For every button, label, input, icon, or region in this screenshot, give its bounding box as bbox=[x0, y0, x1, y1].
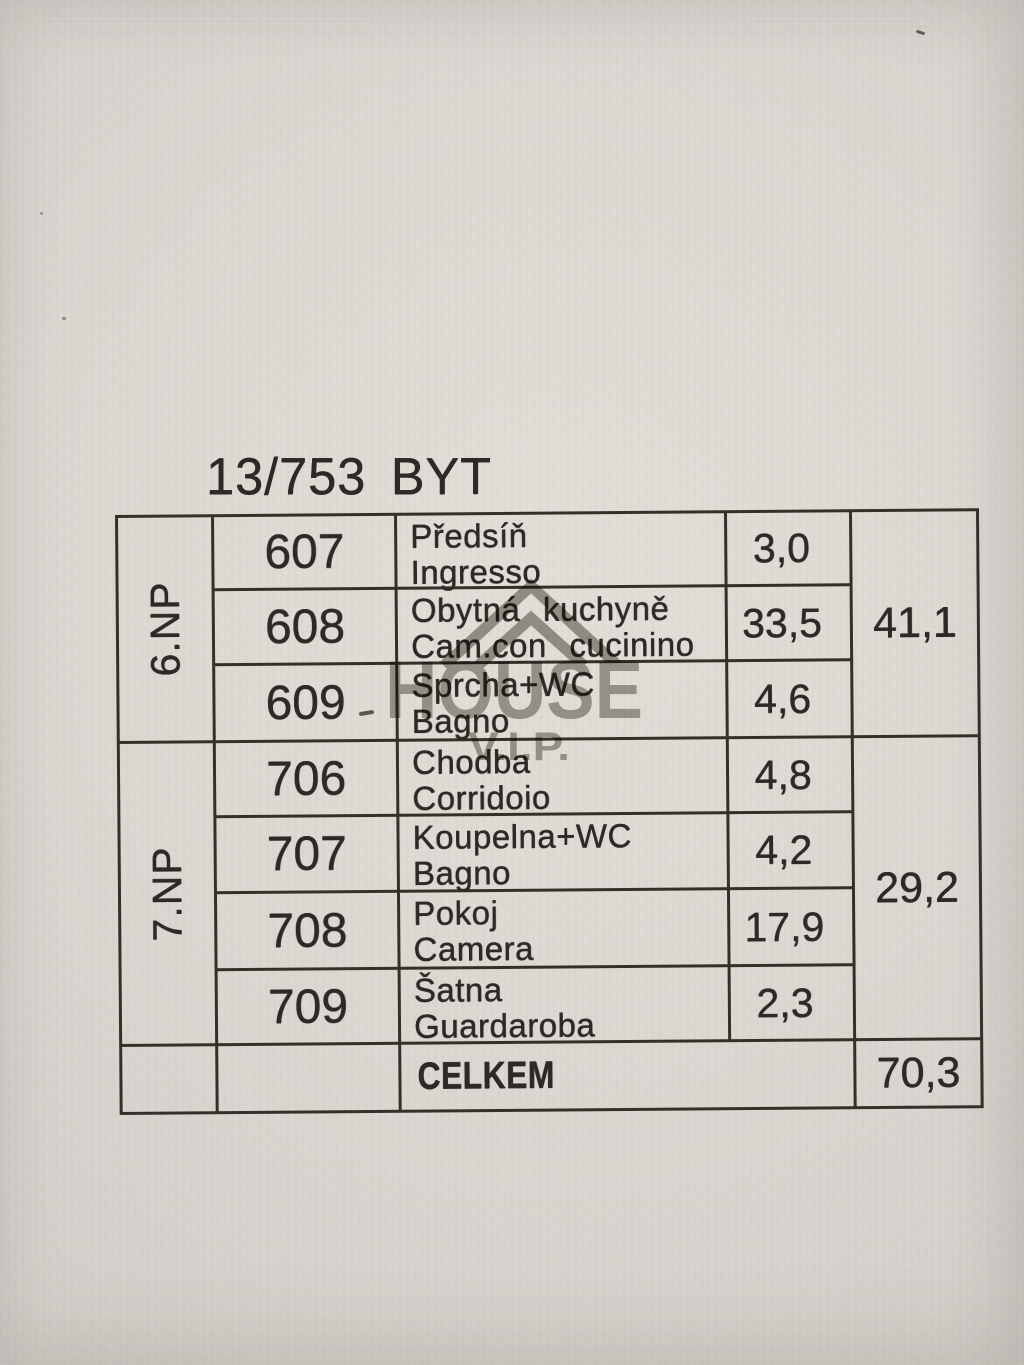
room-name-it: Cam.con cucinino bbox=[410, 625, 695, 665]
room-number-cell: 707 bbox=[216, 816, 400, 895]
room-name-cell: Sprcha+WC Bagno bbox=[398, 662, 729, 742]
area-value: 4,2 bbox=[754, 826, 813, 873]
room-name-cell: Pokoj Camera bbox=[399, 890, 731, 970]
summary-spacer-floor bbox=[122, 1046, 219, 1112]
area-cell: 4,6 bbox=[728, 661, 854, 740]
ink-speck bbox=[915, 29, 926, 36]
room-number-cell: 607 bbox=[214, 515, 398, 592]
room-number-cell: 608 bbox=[214, 589, 399, 667]
area-cell: 33,5 bbox=[727, 586, 854, 663]
area-cell: 4,2 bbox=[729, 813, 855, 891]
room-name-cz: Obytná kuchyně bbox=[410, 589, 670, 629]
room-name-cz: Chodba bbox=[411, 742, 531, 781]
room-number-cell: 709 bbox=[217, 969, 402, 1047]
floor-total-value: 29,2 bbox=[874, 862, 959, 912]
room-number-cell: 708 bbox=[216, 892, 401, 972]
summary-total-value: 70,3 bbox=[876, 1048, 961, 1098]
summary-label-cell: CELKEM bbox=[401, 1041, 857, 1110]
apartment-area-table: 6.NP 607 Předsíň Ingresso 3,0 41,1 608 O… bbox=[115, 508, 984, 1115]
room-name-cz: Pokoj bbox=[412, 894, 499, 932]
room-name-it: Bagno bbox=[412, 853, 511, 892]
page-title: 13/753 BYT bbox=[206, 448, 492, 506]
area-value: 4,8 bbox=[754, 751, 812, 798]
room-number: 706 bbox=[265, 751, 347, 806]
summary-spacer-number bbox=[218, 1044, 402, 1112]
room-name-it: Bagno bbox=[411, 701, 510, 740]
room-name-cell: Šatna Guardaroba bbox=[400, 967, 732, 1045]
room-name-it: Camera bbox=[413, 929, 534, 968]
room-name-it: Guardaroba bbox=[413, 1006, 596, 1045]
area-value: 3,0 bbox=[752, 524, 810, 571]
room-number-cell: 609 bbox=[215, 664, 399, 744]
room-name-cz: Koupelna+WC bbox=[412, 816, 632, 856]
floor-total-cell-6np: 41,1 bbox=[852, 511, 978, 739]
room-name-cell: Předsíň Ingresso bbox=[397, 513, 728, 591]
floor-total-cell-7np: 29,2 bbox=[853, 737, 981, 1042]
room-name-it: Ingresso bbox=[410, 552, 542, 591]
room-name-cell: Obytná kuchyně Cam.con cucinino bbox=[397, 587, 729, 665]
summary-label: CELKEM bbox=[417, 1054, 555, 1098]
ink-speck bbox=[40, 212, 43, 215]
room-name-it: Corridoio bbox=[412, 778, 551, 817]
room-name-cell: Chodba Corridoio bbox=[398, 739, 730, 817]
floor-label-7np: 7.NP bbox=[143, 845, 191, 942]
area-value: 2,3 bbox=[756, 979, 814, 1026]
room-number: 609 bbox=[265, 675, 346, 730]
area-cell: 2,3 bbox=[730, 966, 857, 1043]
room-number: 708 bbox=[267, 903, 348, 958]
floor-label-6np: 6.NP bbox=[141, 581, 189, 677]
room-number: 607 bbox=[264, 525, 345, 579]
area-cell: 4,8 bbox=[728, 738, 855, 815]
room-name-cz: Sprcha+WC bbox=[411, 665, 595, 704]
room-name-cz: Šatna bbox=[413, 970, 503, 1009]
floor-cell-6np: 6.NP bbox=[118, 517, 216, 744]
ink-speck bbox=[62, 317, 66, 320]
area-cell: 3,0 bbox=[727, 512, 853, 588]
room-name-cz: Předsíň bbox=[410, 516, 528, 555]
floor-total-value: 41,1 bbox=[872, 598, 957, 648]
area-value: 33,5 bbox=[741, 598, 822, 646]
room-number: 608 bbox=[264, 599, 346, 654]
room-number: 709 bbox=[267, 979, 349, 1034]
floor-cell-7np: 7.NP bbox=[119, 743, 219, 1047]
summary-total-cell: 70,3 bbox=[856, 1040, 981, 1106]
area-value: 4,6 bbox=[753, 675, 812, 722]
room-name-cell: Koupelna+WC Bagno bbox=[399, 814, 730, 893]
room-number: 707 bbox=[266, 827, 347, 881]
room-number-cell: 706 bbox=[215, 741, 400, 819]
area-cell: 17,9 bbox=[729, 889, 856, 968]
area-value: 17,9 bbox=[744, 902, 825, 950]
